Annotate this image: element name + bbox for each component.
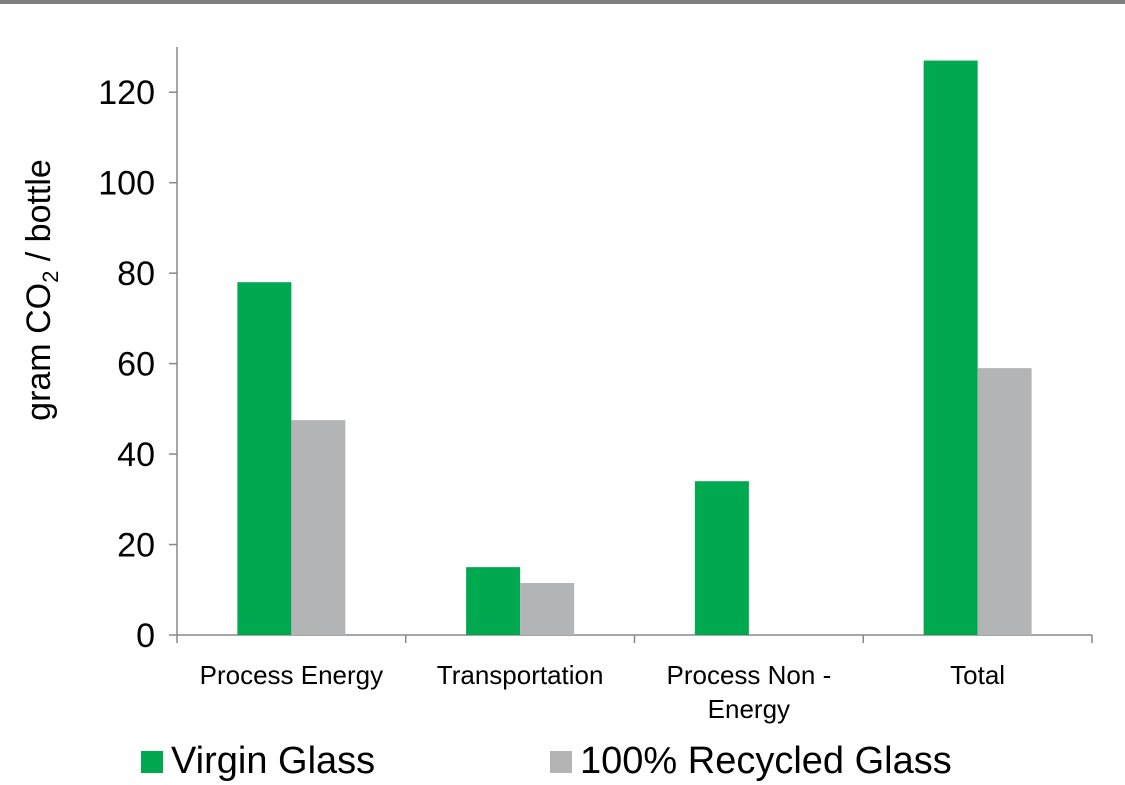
bar-recycled-glass (291, 420, 346, 635)
x-category-label: Total (950, 660, 1005, 690)
y-axis-title: gram CO2 / bottle (20, 159, 63, 421)
y-tick-label: 60 (117, 346, 155, 384)
bar-chart: gram CO2 / bottle 0 20 40 60 80 100 120 Proces… (20, 47, 1093, 724)
svg-text:gram CO2 / bottle: gram CO2 / bottle (20, 159, 63, 421)
y-tick-label: 100 (98, 165, 155, 203)
bar-recycled-glass (520, 582, 575, 635)
y-tick-label: 20 (117, 527, 155, 565)
y-tick-label: 120 (98, 74, 155, 112)
x-category-label: Energy (708, 694, 790, 724)
x-category-label: Process Non - (667, 660, 832, 690)
y-tick-label: 80 (117, 255, 155, 293)
legend-swatch-recycled-glass (550, 750, 572, 773)
y-axis-title-suffix: / bottle (20, 159, 58, 271)
y-axis: 0 20 40 60 80 100 120 (98, 47, 178, 655)
legend-swatch-virgin-glass (141, 750, 163, 773)
bar-virgin-glass (237, 282, 292, 635)
x-axis (176, 634, 1093, 643)
x-category-label: Transportation (437, 660, 604, 690)
bar-recycled-glass (977, 368, 1032, 635)
y-tick-label: 40 (117, 436, 155, 474)
legend-label-virgin-glass: Virgin Glass (171, 740, 376, 782)
y-tick-label: 0 (136, 617, 155, 655)
legend-item-recycled-glass: 100% Recycled Glass (550, 740, 952, 783)
bar-virgin-glass (694, 481, 749, 635)
legend-item-virgin-glass: Virgin Glass (141, 740, 375, 783)
y-axis-title-prefix: gram CO (20, 283, 58, 421)
bar-virgin-glass (923, 60, 978, 636)
x-category-label: Process Energy (200, 660, 384, 690)
y-axis-title-subscript: 2 (38, 271, 63, 283)
legend-label-recycled-glass: 100% Recycled Glass (580, 740, 952, 782)
bar-virgin-glass (466, 567, 521, 635)
bars (237, 60, 1032, 636)
top-rule (0, 0, 1125, 4)
x-axis-labels: Process Energy Transportation Process Non … (200, 660, 1005, 724)
